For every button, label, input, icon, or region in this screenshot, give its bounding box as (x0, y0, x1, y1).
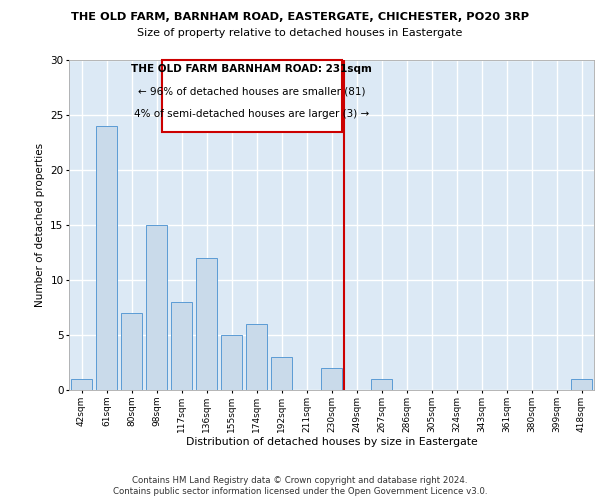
Y-axis label: Number of detached properties: Number of detached properties (35, 143, 44, 307)
X-axis label: Distribution of detached houses by size in Eastergate: Distribution of detached houses by size … (185, 438, 478, 448)
Bar (246, 324, 267, 390)
Bar (146, 225, 167, 390)
Text: Contains HM Land Registry data © Crown copyright and database right 2024.: Contains HM Land Registry data © Crown c… (132, 476, 468, 485)
Text: THE OLD FARM, BARNHAM ROAD, EASTERGATE, CHICHESTER, PO20 3RP: THE OLD FARM, BARNHAM ROAD, EASTERGATE, … (71, 12, 529, 22)
Bar (96, 126, 117, 390)
Bar (171, 302, 192, 390)
Text: THE OLD FARM BARNHAM ROAD: 231sqm: THE OLD FARM BARNHAM ROAD: 231sqm (131, 64, 372, 74)
Bar (121, 313, 142, 390)
Bar (71, 379, 92, 390)
Bar (571, 379, 592, 390)
Bar (196, 258, 217, 390)
Text: ← 96% of detached houses are smaller (81): ← 96% of detached houses are smaller (81… (138, 86, 365, 97)
Bar (271, 357, 292, 390)
FancyBboxPatch shape (161, 60, 341, 132)
Bar (371, 379, 392, 390)
Bar (321, 368, 342, 390)
Text: 4% of semi-detached houses are larger (3) →: 4% of semi-detached houses are larger (3… (134, 109, 369, 119)
Bar (221, 335, 242, 390)
Text: Contains public sector information licensed under the Open Government Licence v3: Contains public sector information licen… (113, 487, 487, 496)
Text: Size of property relative to detached houses in Eastergate: Size of property relative to detached ho… (137, 28, 463, 38)
